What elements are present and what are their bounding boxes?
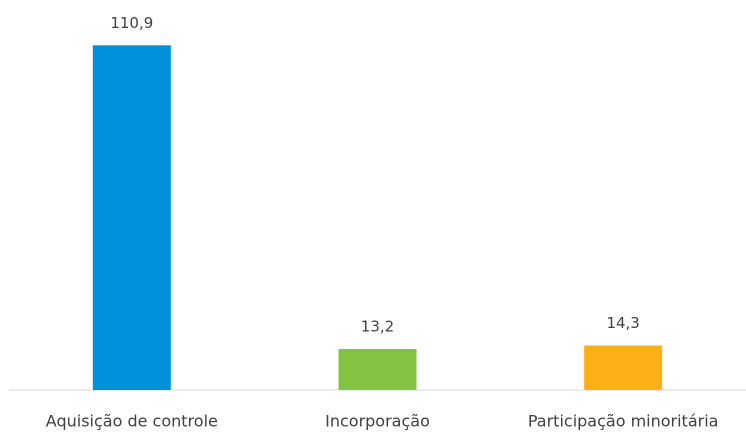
x-tick-label: Incorporação [325,412,430,431]
value-label: 14,3 [606,314,639,332]
bar [584,345,663,390]
bar [92,45,171,391]
x-tick-label: Aquisição de controle [46,412,218,431]
bar [338,348,417,390]
value-label: 110,9 [110,14,153,32]
x-tick-label: Participação minoritária [528,412,719,431]
value-label: 13,2 [361,317,394,335]
